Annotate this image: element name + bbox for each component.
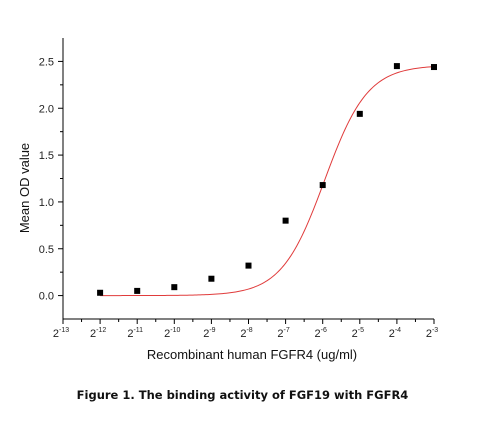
fit-curve	[100, 66, 435, 297]
y-tick-label: 2.0	[39, 103, 54, 115]
data-point	[97, 289, 104, 296]
x-tick-label: 2-6	[315, 327, 327, 340]
x-tick-label: 2-8	[240, 327, 252, 340]
y-axis-title: Mean OD value	[17, 143, 32, 233]
x-tick-label: 2-11	[127, 327, 143, 340]
x-tick-label: 2-10	[164, 327, 180, 340]
y-axis: 0.0 0.5 1.0 1.5 2.0 2.5	[39, 38, 64, 319]
data-point	[171, 284, 178, 291]
y-tick-label: 0.0	[39, 291, 54, 303]
x-tick-label: 2-5	[352, 327, 364, 340]
x-tick-label: 2-4	[389, 327, 401, 340]
figure-caption: Figure 1. The binding activity of FGF19 …	[76, 388, 409, 402]
data-point	[134, 287, 141, 294]
x-tick-label: 2-12	[90, 327, 106, 340]
data-point	[245, 262, 252, 269]
data-point	[282, 217, 289, 224]
data-point	[393, 63, 400, 70]
x-tick-label: 2-7	[277, 327, 289, 340]
x-tick-label: 2-13	[53, 327, 69, 340]
data-point	[356, 110, 363, 117]
y-tick-label: 1.5	[39, 150, 54, 162]
y-tick-label: 0.5	[39, 244, 54, 256]
y-tick-label: 2.5	[39, 56, 54, 68]
x-tick-label: 2-9	[203, 327, 215, 340]
x-axis-title: Recombinant human FGFR4 (ug/ml)	[147, 347, 357, 362]
data-points	[97, 63, 437, 296]
chart: 0.00.51.01.52.02.5 2-13 2-12 2-11 2-10 2-9 2-…	[17, 38, 438, 362]
data-point	[431, 64, 437, 71]
y-tick-label: 1.0	[39, 197, 54, 209]
x-axis: 2-13 2-12 2-11 2-10 2-9 2-8 2-7 2-6 2-5 2-4 2-3	[53, 318, 438, 340]
data-point	[208, 275, 215, 282]
data-point	[319, 182, 326, 189]
x-tick-label: 2-3	[426, 327, 438, 340]
